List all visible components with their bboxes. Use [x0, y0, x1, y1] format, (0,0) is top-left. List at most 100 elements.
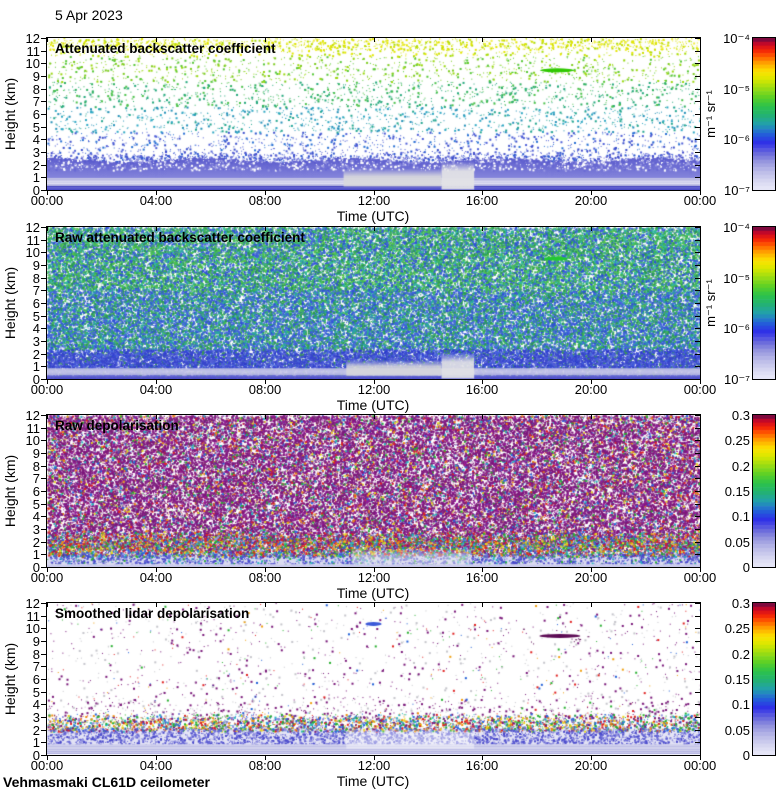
x-tick-mark-top	[482, 38, 483, 42]
x-tick-label: 08:00	[248, 382, 282, 397]
x-tick-mark	[700, 380, 701, 384]
y-tick-mark-right	[695, 491, 700, 492]
y-tick-mark-right	[695, 692, 700, 693]
y-tick-mark-right	[695, 478, 700, 479]
x-tick-mark-top	[591, 603, 592, 607]
x-tick-mark-top	[47, 603, 48, 607]
x-tick-label: 00:00	[30, 193, 64, 208]
x-tick-mark-top	[47, 415, 48, 419]
x-tick-label: 08:00	[248, 570, 282, 585]
colorbar-tick-label: 0.1	[731, 697, 750, 712]
x-tick-mark	[265, 380, 266, 384]
colorbar-tick-label: 0.3	[731, 596, 750, 611]
y-tick-label: 6	[32, 107, 40, 122]
y-tick-label: 3	[32, 710, 40, 725]
y-tick-mark	[41, 415, 46, 416]
y-tick-mark-right	[695, 730, 700, 731]
y-tick-mark	[41, 101, 46, 102]
y-tick-mark	[41, 114, 46, 115]
y-tick-mark	[41, 466, 46, 467]
x-tick-mark	[591, 380, 592, 384]
x-tick-mark-top	[374, 415, 375, 419]
y-tick-mark-right	[695, 415, 700, 416]
x-tick-label: 12:00	[357, 382, 391, 397]
y-tick-mark-right	[695, 666, 700, 667]
y-tick-label: 4	[32, 697, 40, 712]
y-tick-mark-right	[695, 742, 700, 743]
x-tick-mark	[47, 380, 48, 384]
x-tick-label: 04:00	[139, 193, 173, 208]
panel-title: Raw attenuated backscatter coefficient	[55, 230, 305, 245]
x-tick-mark	[591, 756, 592, 760]
y-tick-mark-right	[695, 542, 700, 543]
y-tick-mark	[41, 755, 46, 756]
x-tick-mark	[156, 756, 157, 760]
y-tick-mark-right	[695, 440, 700, 441]
y-tick-label: 4	[32, 321, 40, 336]
y-tick-mark	[41, 440, 46, 441]
x-tick-mark-top	[482, 603, 483, 607]
x-tick-label: 00:00	[683, 570, 717, 585]
y-tick-label: 0	[32, 372, 40, 387]
plot-area: Smoothed lidar depolarisation	[46, 602, 701, 756]
y-tick-mark	[41, 152, 46, 153]
x-tick-mark	[265, 568, 266, 572]
x-tick-label: 00:00	[683, 193, 717, 208]
y-tick-mark-right	[695, 466, 700, 467]
x-tick-mark	[482, 191, 483, 195]
y-tick-label: 11	[26, 44, 41, 59]
y-tick-mark-right	[695, 177, 700, 178]
x-tick-mark-top	[374, 603, 375, 607]
heatmap-canvas	[47, 603, 700, 755]
y-tick-label: 7	[32, 659, 40, 674]
y-tick-mark	[41, 603, 46, 604]
x-tick-mark-top	[156, 227, 157, 231]
y-tick-mark-right	[695, 679, 700, 680]
y-tick-mark	[41, 51, 46, 52]
x-tick-mark-top	[374, 227, 375, 231]
y-tick-mark	[41, 428, 46, 429]
y-tick-label: 11	[26, 609, 41, 624]
colorbar-tick-label: 10⁻⁴	[723, 220, 750, 235]
x-tick-mark	[47, 191, 48, 195]
x-tick-mark-top	[47, 227, 48, 231]
colorbar-tick-label: 10⁻⁷	[723, 372, 750, 387]
y-tick-mark	[41, 303, 46, 304]
x-axis-title: Time (UTC)	[336, 773, 410, 789]
y-tick-label: 1	[32, 359, 40, 374]
y-tick-mark	[41, 328, 46, 329]
y-tick-label: 10	[25, 56, 40, 71]
x-tick-label: 04:00	[139, 382, 173, 397]
x-tick-mark-top	[265, 603, 266, 607]
x-tick-mark-top	[482, 415, 483, 419]
colorbar	[752, 37, 776, 191]
y-tick-label: 4	[32, 132, 40, 147]
y-tick-mark-right	[695, 428, 700, 429]
x-tick-mark	[482, 380, 483, 384]
y-tick-label: 4	[32, 509, 40, 524]
y-tick-label: 6	[32, 484, 40, 499]
colorbar-tick-label: 0.2	[731, 647, 750, 662]
x-tick-mark	[591, 191, 592, 195]
y-tick-label: 11	[26, 233, 41, 248]
y-tick-label: 2	[32, 723, 40, 738]
y-tick-mark-right	[695, 354, 700, 355]
colorbar-tick-label: 0.05	[724, 535, 750, 550]
y-tick-mark-right	[695, 252, 700, 253]
y-tick-mark-right	[695, 51, 700, 52]
y-tick-mark	[41, 190, 46, 191]
panel-attenuated-backscatter: Height (km) Attenuated backscatter coeff…	[0, 31, 780, 226]
panel-title: Raw depolarisation	[55, 418, 179, 433]
colorbar-tick-label: 10⁻⁵	[723, 271, 750, 286]
y-tick-mark	[41, 616, 46, 617]
y-tick-label: 7	[32, 94, 40, 109]
colorbar-tick-label: 0.2	[731, 459, 750, 474]
y-tick-label: 11	[26, 421, 41, 436]
y-tick-mark-right	[695, 303, 700, 304]
y-tick-label: 12	[25, 31, 40, 46]
y-tick-mark-right	[695, 516, 700, 517]
colorbar-tick-label: 10⁻⁴	[723, 31, 750, 46]
x-tick-mark	[591, 568, 592, 572]
x-tick-mark-top	[591, 227, 592, 231]
